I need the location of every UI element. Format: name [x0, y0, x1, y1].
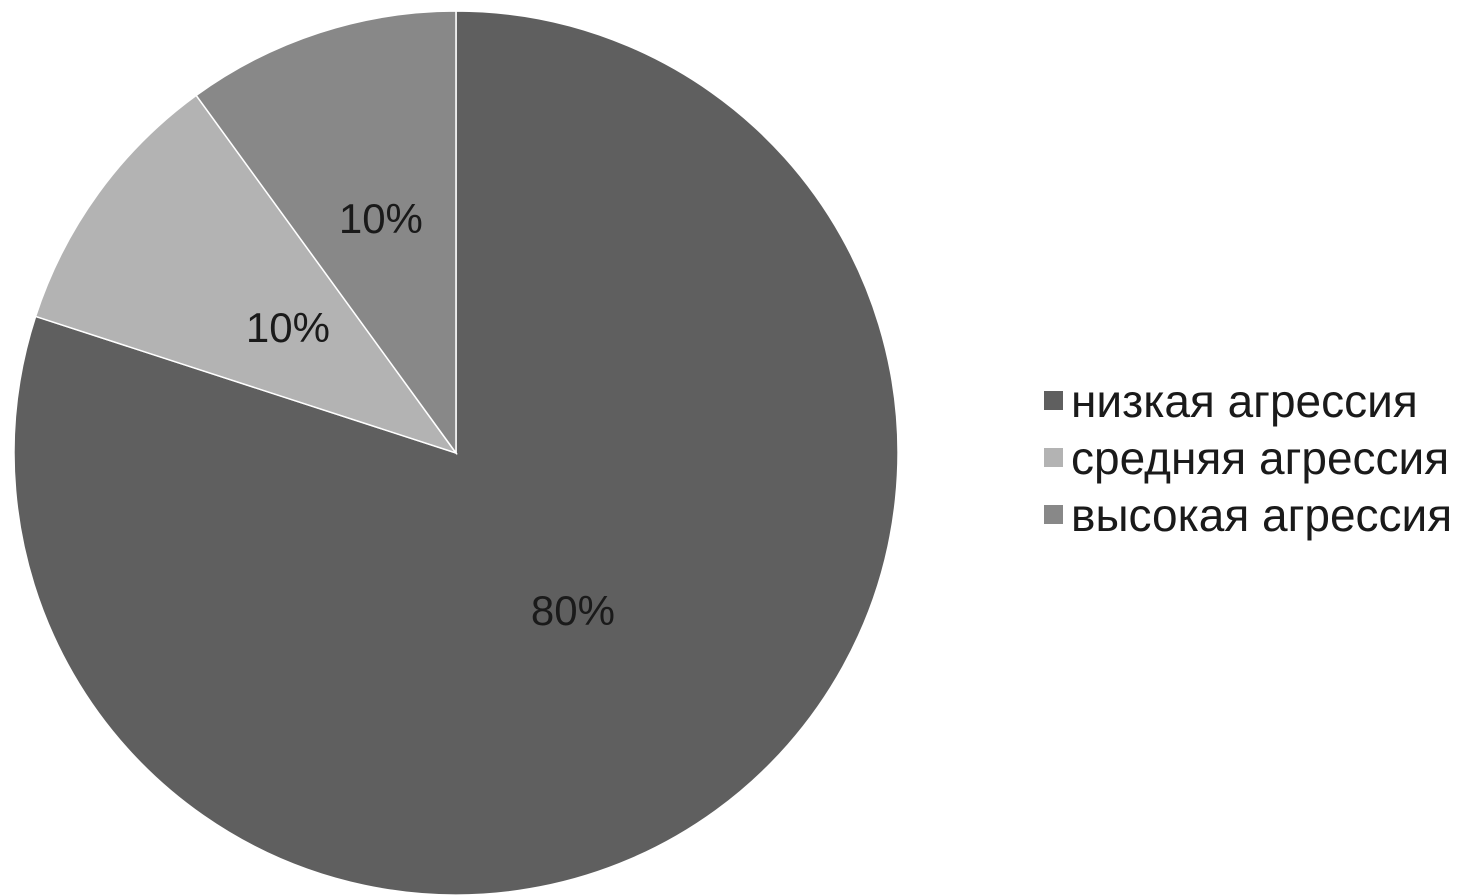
- chart-legend: низкая агрессия средняя агрессия высокая…: [1044, 372, 1452, 543]
- legend-label-low: низкая агрессия: [1071, 374, 1418, 427]
- legend-item-low: низкая агрессия: [1044, 372, 1452, 429]
- pie-data-labels: 80% 10% 10%: [246, 195, 615, 634]
- data-label-low: 80%: [531, 587, 615, 634]
- legend-label-high: высокая агрессия: [1071, 488, 1453, 541]
- pie-slice-high: [195, 10, 457, 456]
- legend-item-high: высокая агрессия: [1044, 486, 1452, 543]
- pie-slice-medium: [34, 94, 458, 455]
- pie-slices: [13, 10, 899, 896]
- legend-swatch-high: [1044, 505, 1063, 524]
- data-label-medium: 10%: [246, 304, 330, 351]
- legend-swatch-medium: [1044, 448, 1063, 467]
- legend-label-medium: средняя агрессия: [1071, 431, 1450, 484]
- pie-slice-low: [13, 10, 899, 896]
- data-label-high: 10%: [339, 195, 423, 242]
- legend-swatch-low: [1044, 391, 1063, 410]
- legend-item-medium: средняя агрессия: [1044, 429, 1452, 486]
